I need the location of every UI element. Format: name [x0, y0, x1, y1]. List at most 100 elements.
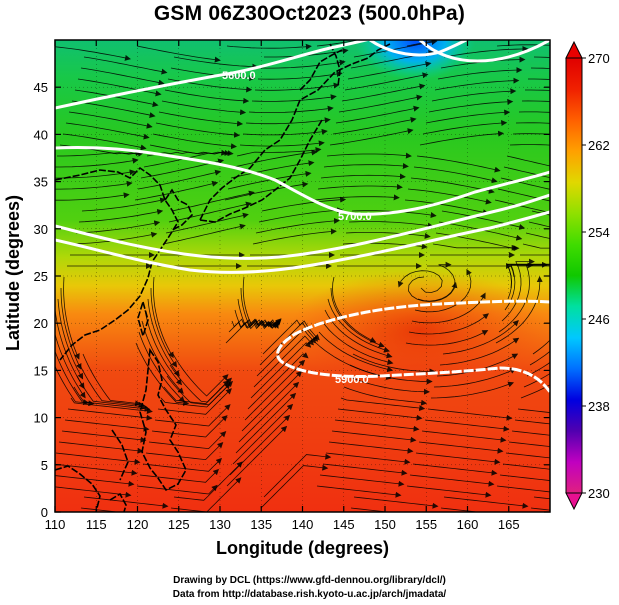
- streamline: [430, 381, 515, 399]
- x-tick-label: 110: [45, 517, 66, 532]
- streamline: [230, 160, 315, 179]
- streamline: [173, 56, 259, 70]
- streamline: [224, 181, 309, 201]
- y-tick-label: 0: [41, 505, 48, 520]
- streamline: [520, 384, 550, 399]
- streamline: [511, 430, 550, 436]
- x-tick-label: 130: [209, 517, 231, 532]
- streamline: [262, 319, 320, 355]
- streamline: [512, 133, 550, 135]
- streamline: [256, 328, 317, 377]
- streamline: [322, 463, 408, 476]
- streamline: [494, 199, 550, 214]
- colorbar-tick-label: 262: [588, 138, 610, 153]
- streamline: [226, 43, 312, 50]
- streamline: [147, 298, 180, 377]
- streamline: [523, 373, 550, 388]
- y-tick-label: 40: [34, 127, 48, 142]
- streamline: [439, 337, 520, 366]
- streamline: [134, 180, 219, 201]
- y-tick-label: 45: [34, 80, 48, 95]
- streamline: [68, 111, 153, 129]
- streamline: [78, 208, 164, 223]
- streamline: [411, 292, 486, 324]
- streamline: [320, 173, 406, 180]
- x-tick-label: 115: [86, 517, 107, 532]
- streamline: [443, 45, 529, 58]
- streamline: [337, 408, 423, 421]
- streamline: [410, 177, 495, 194]
- streamline: [261, 196, 347, 212]
- streamline: [328, 441, 414, 454]
- streamline: [57, 298, 84, 380]
- streamline: [136, 484, 218, 495]
- streamline: [517, 408, 550, 413]
- colorbar-tick-label: 270: [588, 51, 610, 66]
- streamline: [227, 170, 312, 190]
- streamline: [530, 507, 550, 511]
- contour-label-5600: 5600.0: [222, 70, 256, 82]
- x-axis-title: Longitude (degrees): [215, 538, 389, 558]
- streamline: [442, 319, 519, 355]
- height-contours: [55, 40, 550, 393]
- streamline: [83, 56, 168, 75]
- streamline: [528, 78, 550, 80]
- y-tick-label: 35: [34, 175, 48, 190]
- streamline: [259, 321, 319, 366]
- streamline: [345, 232, 431, 239]
- streamline: [168, 201, 252, 223]
- streamline: [151, 415, 228, 438]
- streamline: [255, 217, 340, 234]
- credit-drawing: Drawing by DCL (https://www.gfd-dennou.o…: [173, 575, 446, 586]
- streamline: [419, 130, 505, 146]
- streamline: [526, 361, 550, 377]
- streamline: [408, 313, 489, 335]
- streamline: [77, 78, 162, 97]
- contour-5900: [276, 299, 550, 393]
- contour-5600b: [418, 40, 550, 63]
- streamline: [248, 105, 334, 113]
- streamline: [325, 452, 411, 465]
- streamline: [80, 507, 121, 512]
- colorbar-tick-label: 246: [588, 312, 610, 327]
- streamline: [317, 183, 403, 190]
- streamline: [405, 330, 489, 346]
- streamline: [236, 146, 322, 157]
- streamline: [65, 122, 150, 140]
- streamline: [244, 359, 306, 421]
- streamline: [532, 339, 550, 355]
- streamline: [326, 152, 412, 159]
- streamline: [63, 276, 80, 360]
- streamline: [418, 441, 504, 454]
- streamline: [225, 319, 280, 344]
- contour-5700: [55, 145, 550, 216]
- streamline: [148, 430, 227, 450]
- streamline: [514, 419, 550, 425]
- streamline: [530, 67, 550, 69]
- colorbar-top-cap: [565, 40, 583, 59]
- streamline: [163, 377, 233, 405]
- colorbar-bottom-cap: [565, 492, 583, 511]
- streamline: [502, 463, 550, 470]
- colorbar-tick-label: 230: [588, 486, 610, 501]
- streamline: [501, 258, 535, 322]
- streamline: [247, 352, 309, 410]
- streamline: [424, 419, 510, 432]
- streamline: [160, 380, 234, 408]
- streamline: [64, 419, 150, 432]
- streamline: [397, 270, 443, 293]
- map-title: GSM 06Z30Oct2023 (500.0hPa): [153, 2, 466, 25]
- streamline: [55, 452, 141, 465]
- streamline: [58, 441, 144, 454]
- streamline: [62, 133, 147, 151]
- streamline: [443, 496, 529, 509]
- streamline: [434, 77, 520, 91]
- streamline: [242, 128, 328, 136]
- streamline: [327, 298, 390, 353]
- x-tick-label: 150: [374, 517, 396, 532]
- streamline: [55, 365, 95, 407]
- streamline: [319, 474, 405, 487]
- streamline: [144, 309, 183, 386]
- streamline: [340, 397, 426, 412]
- contour-label-5700: 5700.0: [338, 211, 372, 223]
